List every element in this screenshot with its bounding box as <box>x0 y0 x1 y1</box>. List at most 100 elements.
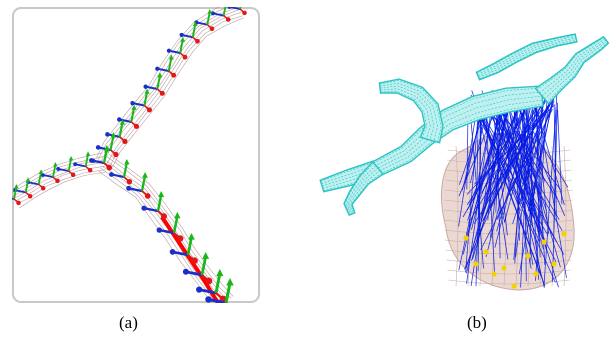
axis-z-head <box>56 166 61 171</box>
organ-mesh-line <box>446 259 572 265</box>
correspondence-line <box>481 98 557 242</box>
vessel-mesh-line <box>346 165 377 215</box>
axis-z-head <box>155 66 160 71</box>
vessel-mesh-line <box>477 36 576 75</box>
axis-y-head <box>14 183 19 189</box>
axis-x-head <box>195 38 200 44</box>
correspondence-line <box>462 100 504 255</box>
vessel-mesh-line <box>379 85 435 141</box>
vessel-top-branch <box>475 33 578 81</box>
local-frames <box>1 0 247 314</box>
axis-y <box>140 175 147 192</box>
vessel-mesh-line <box>347 167 379 215</box>
correspondence-line <box>520 103 530 288</box>
correspondence-line <box>535 105 541 258</box>
axis-y <box>191 24 197 38</box>
correspondence-line <box>483 99 509 260</box>
caption-b: (b) <box>467 313 487 332</box>
vessel-frames-figure <box>1 0 260 314</box>
axis-z-head <box>169 249 176 255</box>
panel-a <box>1 0 260 314</box>
axis-y <box>224 282 232 304</box>
axis-y-head <box>202 251 210 259</box>
axis-z-head <box>89 158 95 163</box>
organ-mesh-line <box>444 239 573 245</box>
axis-y-head <box>119 119 126 125</box>
axis-y <box>179 39 184 54</box>
local-frame <box>105 119 128 144</box>
correspondence-line <box>470 107 488 184</box>
axis-x-head <box>122 138 128 144</box>
correspondence-line <box>493 99 558 199</box>
axis-y-head <box>104 146 110 152</box>
correspondence-line <box>483 104 543 189</box>
correspondence-line <box>518 99 538 228</box>
axis-x-head <box>225 17 231 22</box>
correspondence-line <box>472 108 518 260</box>
panel-b <box>318 28 610 298</box>
organ-mesh-line <box>448 279 570 285</box>
local-frame <box>141 190 167 220</box>
local-frame <box>194 9 215 32</box>
axis-y <box>200 256 208 276</box>
local-frame <box>143 72 165 96</box>
axis-y-head <box>192 21 198 27</box>
vessel-mesh-b <box>319 33 610 216</box>
axis-z-head <box>95 145 101 150</box>
axis-y-head <box>188 232 195 240</box>
axis-y-head <box>131 104 137 110</box>
axis-z-head <box>126 185 132 191</box>
correspondence-line <box>519 104 550 183</box>
axis-z-head <box>205 296 212 303</box>
correspondence-line <box>479 108 565 255</box>
axis-z-head <box>182 268 189 275</box>
axis-y <box>52 164 57 178</box>
axis-y <box>186 237 193 256</box>
axis-x-head <box>106 164 112 170</box>
organ-mesh-line <box>455 145 459 287</box>
axis-z-head <box>143 84 148 89</box>
axis-y <box>122 162 128 178</box>
correspondence-line <box>489 108 523 211</box>
axis-x-head <box>160 213 167 220</box>
correspondence-line <box>535 108 549 234</box>
axis-y <box>24 180 29 193</box>
correspondence-line <box>556 102 563 205</box>
axis-y <box>143 91 149 106</box>
axis-z-head <box>117 117 122 122</box>
axis-y-head <box>180 36 186 42</box>
vessel-mesh-line <box>536 37 605 91</box>
local-frame <box>56 155 76 178</box>
local-frame <box>179 21 200 44</box>
axis-x-head <box>87 167 93 173</box>
mesh-line <box>106 11 242 165</box>
mesh-line <box>19 171 106 209</box>
axis-y <box>156 75 161 90</box>
axis-z-head <box>166 48 172 53</box>
axis-y-head <box>25 177 31 182</box>
local-frame <box>166 36 188 60</box>
correspondence-line <box>480 109 553 251</box>
axis-z-head <box>156 227 163 233</box>
correspondence-line <box>521 101 545 182</box>
axis-z-head <box>141 205 147 211</box>
vessel-mesh-line <box>541 39 607 97</box>
correspondence-line <box>476 109 506 223</box>
correspondence-line <box>494 109 560 221</box>
axis-x-head <box>182 54 188 60</box>
vessel-mesh-line <box>344 162 375 216</box>
registration-figure <box>319 33 610 291</box>
correspondence-lines <box>458 89 569 288</box>
axis-y <box>37 172 42 185</box>
axis-y <box>109 135 115 151</box>
axis-y-head <box>110 132 117 138</box>
correspondence-line <box>465 103 480 273</box>
correspondence-line <box>518 100 555 197</box>
vessel-mesh-line <box>380 91 428 138</box>
mesh-line <box>112 17 244 168</box>
correspondence-line <box>506 91 534 265</box>
mesh-line <box>9 152 103 192</box>
mesh-line <box>107 156 232 299</box>
axis-z-head <box>73 162 78 167</box>
mesh-line <box>96 0 237 159</box>
